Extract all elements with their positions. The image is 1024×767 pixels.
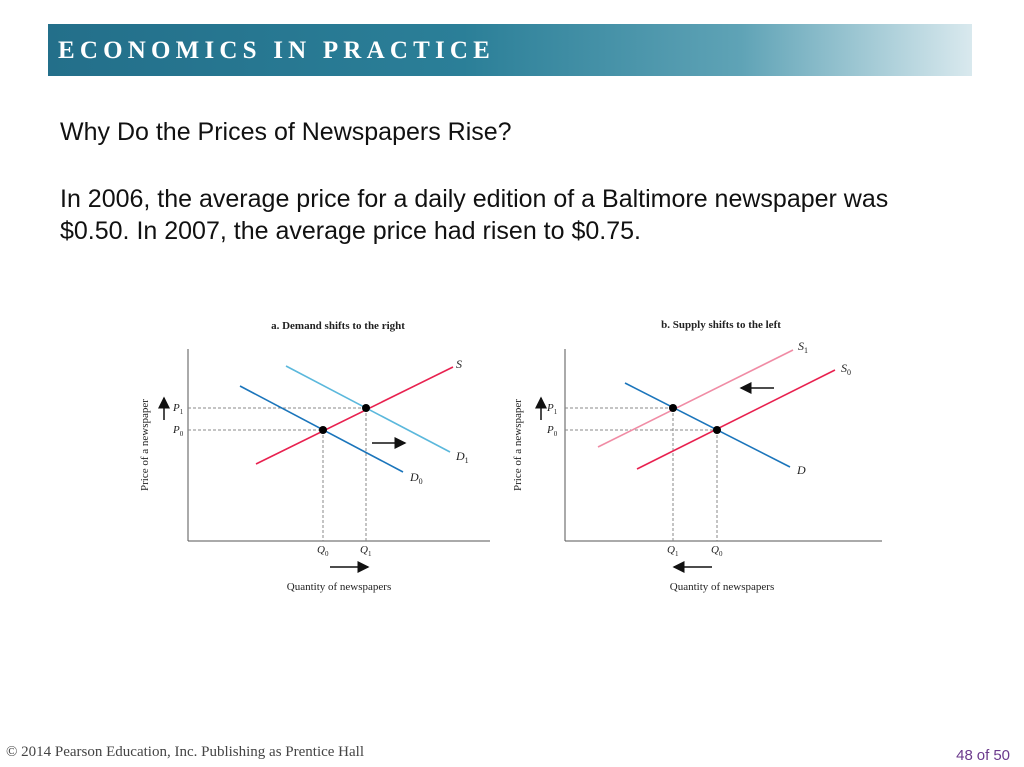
panel-b-x-axis-label: Quantity of newspapers bbox=[670, 581, 774, 593]
panel-b-new-supply-label: S1 bbox=[798, 339, 808, 355]
panel-b-q1-label: Q1 bbox=[667, 544, 679, 558]
panel-a-q1-label: Q1 bbox=[360, 544, 372, 558]
panel-b-old-supply-curve bbox=[636, 369, 836, 470]
panel-a-title: a. Demand shifts to the right bbox=[271, 320, 405, 332]
copyright-notice: © 2014 Pearson Education, Inc. Publishin… bbox=[6, 744, 365, 760]
panel-a-supply-curve bbox=[255, 366, 454, 465]
panel-b-new-supply-curve bbox=[597, 349, 794, 448]
body-line-2: $0.50. In 2007, the average price had ri… bbox=[60, 217, 641, 245]
panel-b-demand-curve bbox=[624, 382, 791, 468]
panel-b-p0-label: P0 bbox=[546, 424, 558, 438]
panel-b-old-equilibrium bbox=[713, 426, 721, 434]
panel-b-p1-label: P1 bbox=[546, 402, 558, 416]
panel-a-new-equilibrium bbox=[362, 404, 370, 412]
panel-b-old-supply-label: S0 bbox=[841, 361, 851, 377]
page-total: 50 bbox=[993, 747, 1010, 764]
panel-a-old-demand-label: D0 bbox=[409, 470, 423, 486]
panel-a-new-demand-label: D1 bbox=[455, 449, 469, 465]
banner-title: ECONOMICS IN PRACTICE bbox=[58, 37, 496, 64]
panel-a-supply-label: S bbox=[456, 357, 462, 371]
slide-subtitle: Why Do the Prices of Newspapers Rise? bbox=[60, 118, 512, 146]
page-of: of bbox=[976, 747, 990, 764]
panel-supply-shift: b. Supply shifts to the left Price of a … bbox=[512, 319, 882, 593]
panel-a-p0-label: P0 bbox=[172, 424, 184, 438]
page-counter: 48 of 50 bbox=[956, 747, 1014, 764]
panel-b-q0-label: Q0 bbox=[711, 544, 723, 558]
panel-b-title: b. Supply shifts to the left bbox=[661, 319, 781, 331]
body-line-1: In 2006, the average price for a daily e… bbox=[60, 185, 889, 213]
panel-a-y-axis-label: Price of a newspaper bbox=[139, 399, 151, 491]
panel-a-old-equilibrium bbox=[319, 426, 327, 434]
panel-b-y-axis-label: Price of a newspaper bbox=[512, 399, 524, 491]
slide-body: In 2006, the average price for a daily e… bbox=[60, 183, 960, 247]
panel-demand-shift: a. Demand shifts to the right Price of a… bbox=[139, 320, 490, 593]
panel-b-new-equilibrium bbox=[669, 404, 677, 412]
panel-b-demand-label: D bbox=[796, 463, 806, 477]
page-current: 48 bbox=[956, 747, 973, 764]
panel-a-q0-label: Q0 bbox=[317, 544, 329, 558]
panel-a-x-axis-label: Quantity of newspapers bbox=[287, 581, 391, 593]
panel-a-p1-label: P1 bbox=[172, 402, 184, 416]
title-banner: ECONOMICS IN PRACTICE bbox=[48, 24, 972, 76]
